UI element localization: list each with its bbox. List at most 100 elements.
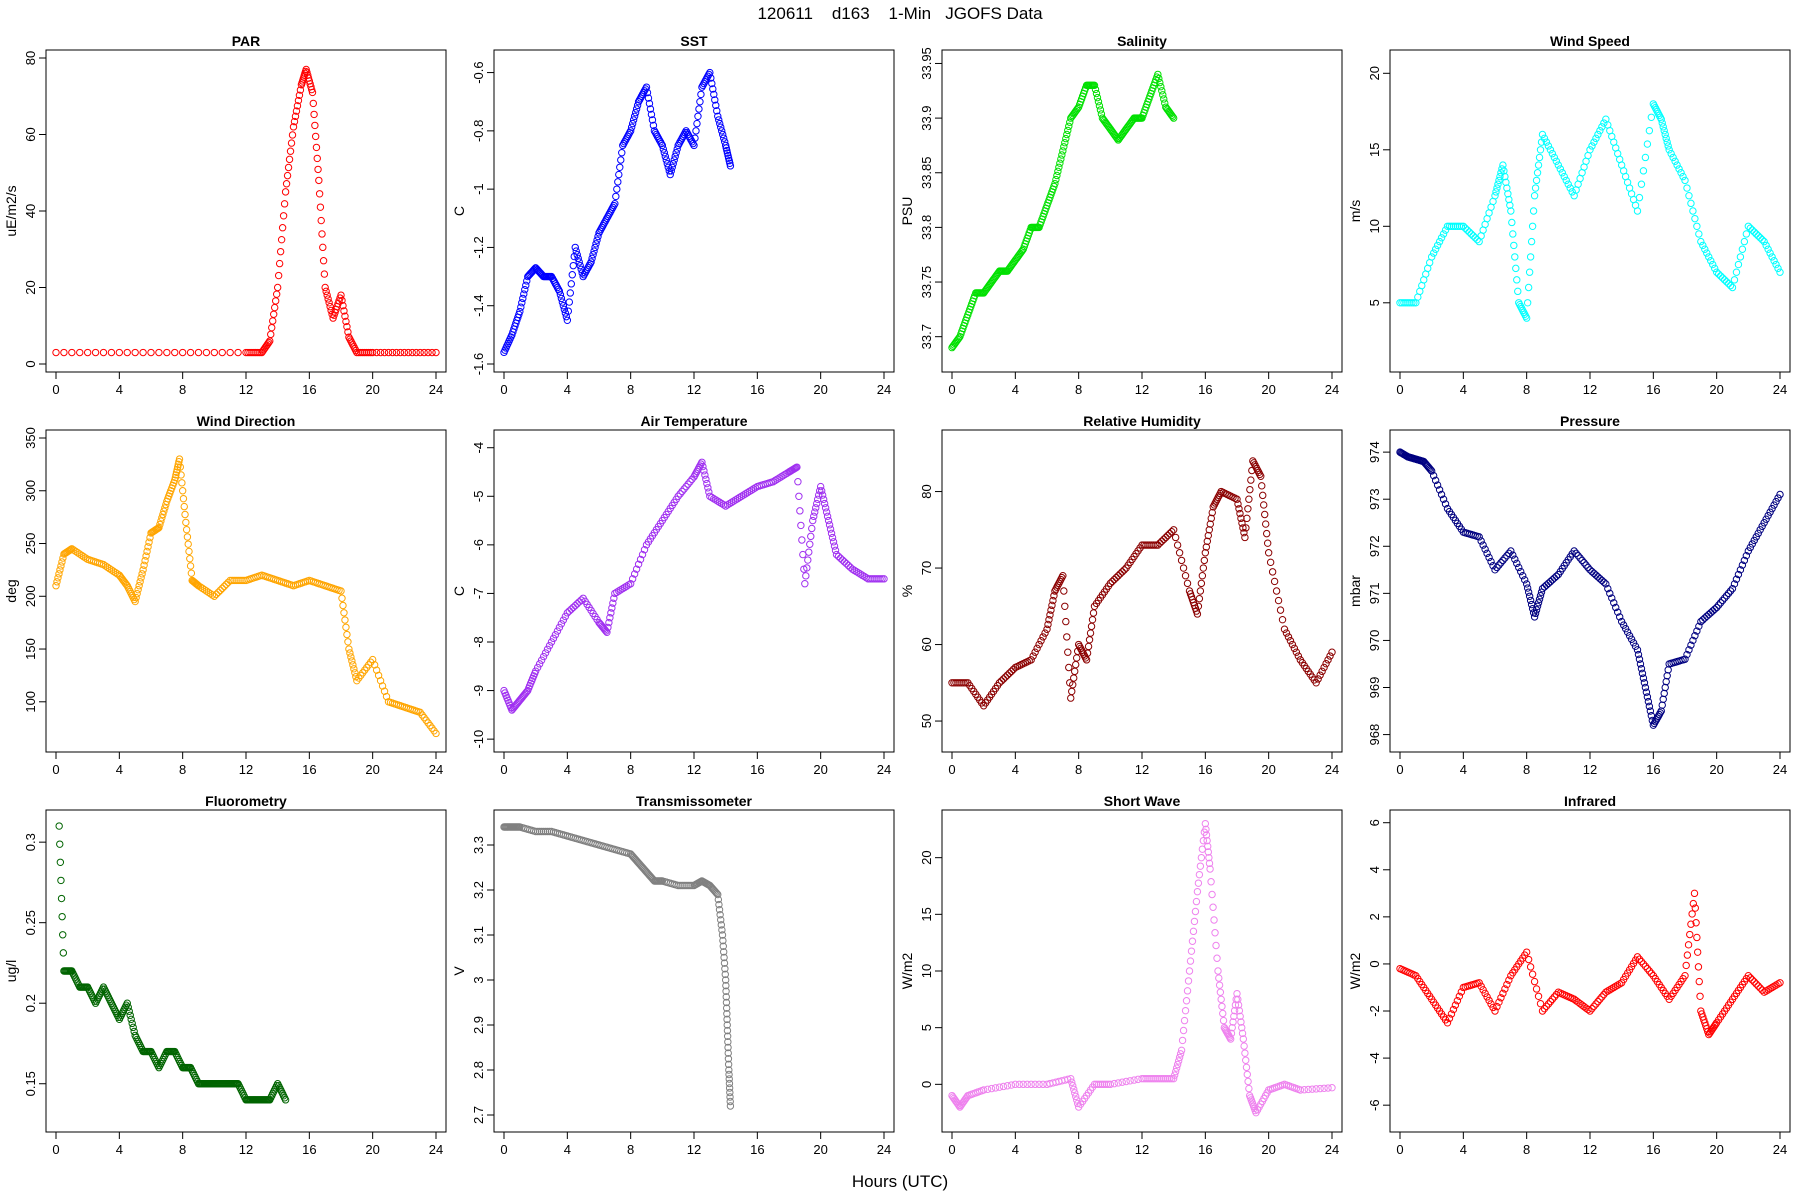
data-point: [715, 905, 724, 914]
data-point: [318, 230, 326, 238]
data-point: [691, 134, 699, 142]
data-point: [1459, 222, 1468, 231]
data-point: [702, 475, 710, 483]
data-point: [171, 476, 179, 484]
data-point: [1756, 526, 1764, 534]
data-series: [55, 822, 290, 1104]
data-point: [1060, 587, 1068, 595]
data-point: [271, 297, 280, 305]
data-point: [1195, 870, 1204, 879]
x-tick-label: 12: [687, 1142, 701, 1157]
data-point: [194, 348, 203, 357]
data-point: [1278, 615, 1287, 624]
data-point: [661, 152, 670, 161]
data-point: [729, 497, 738, 505]
data-point: [1602, 580, 1610, 588]
data-point: [1058, 151, 1066, 159]
data-point: [1073, 1099, 1082, 1108]
y-tick-label: 33.75: [919, 266, 934, 299]
data-point: [1728, 584, 1737, 593]
data-point: [309, 99, 317, 108]
data-point: [812, 504, 820, 512]
data-point: [1234, 1001, 1243, 1009]
data-point: [1429, 471, 1438, 480]
data-point: [125, 1007, 133, 1015]
data-point: [1202, 543, 1211, 551]
data-point: [723, 1032, 732, 1040]
data-point: [1071, 1092, 1080, 1101]
x-tick-label: 20: [813, 762, 827, 777]
data-point: [1594, 997, 1602, 1006]
data-point: [1734, 260, 1743, 269]
data-point: [1205, 526, 1213, 534]
data-point: [608, 604, 616, 612]
data-point: [1193, 610, 1202, 618]
data-point: [1063, 633, 1071, 641]
data-point: [1158, 87, 1166, 95]
data-point: [991, 1084, 1000, 1092]
data-point: [1312, 679, 1320, 687]
data-point: [1172, 1064, 1181, 1072]
data-point: [1152, 541, 1160, 549]
data-point: [802, 572, 810, 580]
data-point: [614, 178, 622, 186]
data-point: [208, 591, 217, 599]
y-tick-label: 10: [1367, 219, 1382, 233]
data-point: [1740, 237, 1749, 246]
data-point: [1019, 1080, 1027, 1089]
data-point: [632, 565, 641, 573]
panel-title: Short Wave: [1104, 793, 1181, 809]
data-point: [276, 247, 285, 256]
data-point: [115, 348, 124, 357]
data-point: [1110, 575, 1118, 584]
data-point: [1191, 907, 1200, 916]
data-point: [1312, 1085, 1320, 1093]
data-point: [995, 1083, 1004, 1091]
data-point: [1046, 611, 1054, 619]
data-point: [553, 627, 562, 635]
data-point: [591, 243, 599, 252]
data-point: [315, 190, 324, 198]
data-point: [1112, 573, 1120, 582]
y-tick-label: 973: [1367, 488, 1382, 510]
data-point: [1304, 1085, 1312, 1094]
data-point: [708, 493, 716, 502]
y-tick-label: -8: [471, 636, 486, 648]
data-point: [1035, 640, 1043, 649]
data-point: [559, 616, 568, 624]
data-point: [572, 247, 580, 255]
data-point: [1027, 656, 1035, 664]
data-point: [269, 317, 277, 325]
data-point: [1634, 650, 1643, 659]
data-point: [556, 291, 565, 299]
data-point: [1748, 540, 1756, 548]
data-point: [1691, 904, 1699, 912]
x-tick-label: 4: [564, 382, 571, 397]
data-point: [1056, 159, 1064, 167]
data-point: [1316, 671, 1324, 679]
data-point: [615, 587, 623, 595]
data-point: [1106, 1080, 1115, 1089]
data-point: [517, 303, 525, 311]
data-point: [1206, 865, 1214, 873]
y-tick-label: 0.25: [23, 910, 38, 935]
data-point: [1202, 825, 1210, 834]
data-point: [316, 203, 325, 211]
data-point: [1011, 1080, 1020, 1089]
data-point: [338, 296, 346, 305]
data-point: [555, 287, 564, 295]
data-point: [178, 348, 187, 357]
data-point: [1479, 986, 1487, 994]
data-point: [714, 895, 723, 904]
data-point: [1572, 549, 1580, 558]
data-point: [310, 110, 318, 119]
data-point: [1639, 960, 1648, 968]
data-point: [1198, 572, 1207, 580]
data-point: [779, 471, 787, 480]
data-point: [549, 634, 558, 643]
data-point: [678, 487, 686, 496]
data-point: [58, 912, 66, 921]
data-point: [1206, 520, 1214, 528]
y-tick-label: -9: [471, 685, 486, 697]
data-point: [1687, 920, 1695, 928]
